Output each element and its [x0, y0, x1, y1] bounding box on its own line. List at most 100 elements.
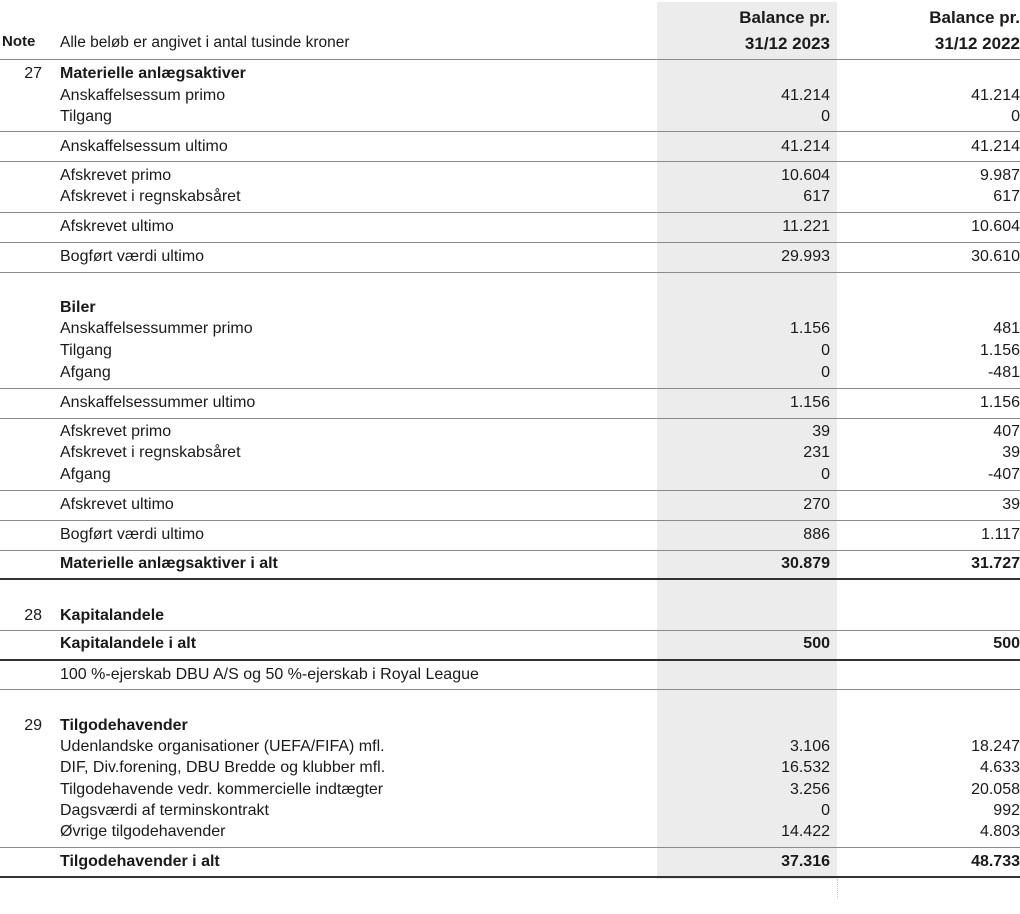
value-2022: 39: [1002, 496, 1020, 513]
row-divider: [0, 520, 1020, 521]
col-2022-header-line2: 31/12 2022: [934, 34, 1020, 53]
row-label: Afskrevet i regnskabsåret: [60, 444, 241, 461]
row-label: Afgang: [60, 364, 111, 381]
value-2023: 886: [803, 526, 830, 543]
note-number: 29: [24, 717, 42, 734]
value-2022: 4.633: [979, 759, 1020, 776]
value-2022: 39: [1002, 444, 1020, 461]
value-2022: 500: [993, 635, 1020, 652]
total-divider: [0, 578, 1020, 580]
row-label: Tilgodehavender i alt: [60, 853, 220, 870]
value-2022: 481: [993, 320, 1020, 337]
value-2022: 0: [1011, 108, 1020, 125]
value-2023: 1.156: [789, 320, 830, 337]
value-2022: -481: [987, 364, 1020, 381]
row-label: Anskaffelsessummer ultimo: [60, 394, 256, 411]
row-label: Anskaffelsessum primo: [60, 87, 226, 104]
value-2023: 41.214: [781, 138, 830, 155]
col-2023-header-line1: Balance pr.: [739, 8, 830, 27]
row-label: Afskrevet primo: [60, 167, 172, 184]
value-2022: 617: [993, 188, 1020, 205]
row-label: Dagsværdi af terminskontrakt: [60, 802, 269, 819]
col-2022-header-line1: Balance pr.: [929, 8, 1020, 27]
table-row: Bogført værdi ultimo 886 1.117: [0, 525, 1020, 545]
note-column-header: Note: [2, 33, 36, 50]
row-divider: [0, 242, 1020, 243]
row-divider: [0, 59, 1020, 60]
row-label: Afskrevet ultimo: [60, 218, 174, 235]
value-2023: 14.422: [781, 823, 830, 840]
row-divider: [0, 212, 1020, 213]
value-2023: 1.156: [789, 394, 830, 411]
table-row: Bogført værdi ultimo 29.993 30.610: [0, 247, 1020, 267]
total-divider: [0, 876, 1020, 878]
table-row: Anskaffelsessummer primo 1.156 481: [0, 319, 1020, 339]
value-2022: 992: [993, 802, 1020, 819]
table-row: Afskrevet primo 39 407: [0, 422, 1020, 442]
col-2023-header-line2: 31/12 2023: [744, 34, 830, 53]
table-row: Tilgodehavender i alt 37.316 48.733: [0, 852, 1020, 872]
row-divider: [0, 490, 1020, 491]
value-2022: 4.803: [979, 823, 1020, 840]
row-label: Materielle anlægsaktiver: [60, 65, 246, 82]
value-2023: 37.316: [781, 853, 830, 870]
value-2023: 10.604: [781, 167, 830, 184]
value-2023: 0: [821, 802, 830, 819]
table-row: DIF, Div.forening, DBU Bredde og klubber…: [0, 758, 1020, 778]
value-2022: 407: [993, 423, 1020, 440]
value-2023: 3.256: [789, 781, 830, 798]
row-divider: [0, 630, 1020, 631]
value-2022: 1.117: [981, 526, 1020, 543]
row-divider: [0, 388, 1020, 389]
table-row: Tilgodehavende vedr. kommercielle indtæg…: [0, 780, 1020, 800]
row-divider: [0, 131, 1020, 132]
table-row: Dagsværdi af terminskontrakt 0 992: [0, 801, 1020, 821]
table-row: Afskrevet ultimo 11.221 10.604: [0, 217, 1020, 237]
table-row: Afskrevet ultimo 270 39: [0, 495, 1020, 515]
row-label: Afskrevet ultimo: [60, 496, 174, 513]
value-2023: 16.532: [781, 759, 830, 776]
value-2023: 0: [821, 466, 830, 483]
value-2023: 0: [821, 342, 830, 359]
row-label: Udenlandske organisationer (UEFA/FIFA) m…: [60, 738, 385, 755]
value-2023: 500: [803, 635, 830, 652]
row-label: Øvrige tilgodehavender: [60, 823, 226, 840]
row-label: Afgang: [60, 466, 111, 483]
row-label: DIF, Div.forening, DBU Bredde og klubber…: [60, 759, 386, 776]
table-row: Øvrige tilgodehavender 14.422 4.803: [0, 822, 1020, 842]
table-row: Afgang 0 -481: [0, 363, 1020, 383]
table-row: Materielle anlægsaktiver i alt 30.879 31.7…: [0, 554, 1020, 574]
row-label: Bogført værdi ultimo: [60, 248, 205, 265]
value-2022: 30.610: [971, 248, 1020, 265]
value-2023: 0: [821, 108, 830, 125]
row-label: Anskaffelsessum ultimo: [60, 138, 228, 155]
row-label: Afskrevet primo: [60, 423, 172, 440]
value-2022: 9.987: [979, 167, 1020, 184]
table-row: Kapitalandele i alt 500 500: [0, 634, 1020, 654]
table-row: Anskaffelsessum ultimo 41.214 41.214: [0, 137, 1020, 157]
row-label: Tilgang: [60, 342, 112, 359]
table-row: Afskrevet i regnskabsåret 617 617: [0, 187, 1020, 207]
row-label: Anskaffelsessummer primo: [60, 320, 253, 337]
table-row: Anskaffelsessummer ultimo 1.156 1.156: [0, 393, 1020, 413]
row-label: 100 %-ejerskab DBU A/S og 50 %-ejerskab …: [60, 666, 479, 683]
value-2022: 1.156: [979, 394, 1020, 411]
value-2023: 617: [803, 188, 830, 205]
value-2022: -407: [987, 466, 1020, 483]
table-row: Biler: [0, 298, 1020, 318]
value-2022: 41.214: [971, 87, 1020, 104]
value-2023: 231: [803, 444, 830, 461]
value-2023: 0: [821, 364, 830, 381]
table-row: 29 Tilgodehavender: [0, 716, 1020, 736]
row-divider: [0, 550, 1020, 551]
value-2023: 41.214: [781, 87, 830, 104]
note-number: 28: [24, 607, 42, 624]
value-2023: 30.879: [781, 555, 830, 572]
value-2022: 18.247: [971, 738, 1020, 755]
table-row: Udenlandske organisationer (UEFA/FIFA) m…: [0, 737, 1020, 757]
amount-unit-note: Alle beløb er angivet i antal tusinde kr…: [60, 34, 350, 51]
table-row: Tilgang 0 0: [0, 107, 1020, 127]
value-2023: 270: [803, 496, 830, 513]
table-row: Tilgang 0 1.156: [0, 341, 1020, 361]
value-2023: 39: [812, 423, 830, 440]
